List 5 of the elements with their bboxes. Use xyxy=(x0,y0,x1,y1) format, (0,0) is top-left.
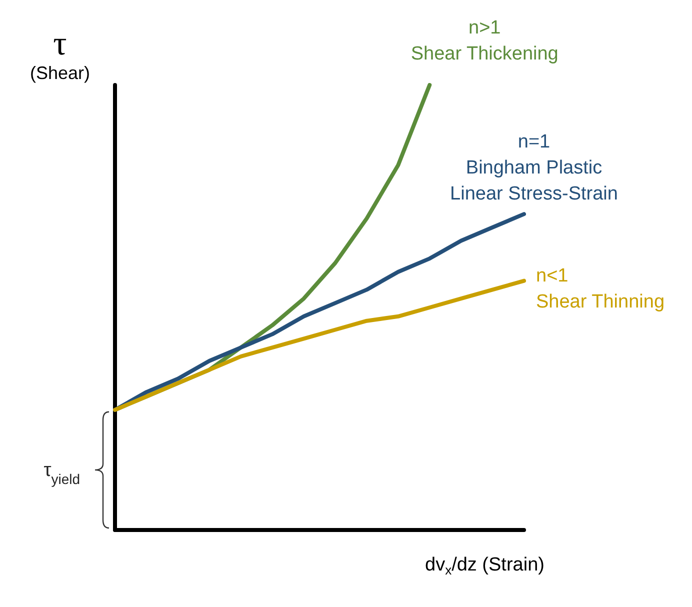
series-label: n=1 Bingham Plastic Linear Stress-Strain xyxy=(450,132,618,205)
series-label: n>1 Shear Thickening xyxy=(410,18,558,64)
y-axis-title: τ (Shear) xyxy=(30,26,90,83)
text: τ$_{yield}$ xyxy=(44,460,80,487)
series-label: n<1 Shear Thinning xyxy=(536,265,665,312)
